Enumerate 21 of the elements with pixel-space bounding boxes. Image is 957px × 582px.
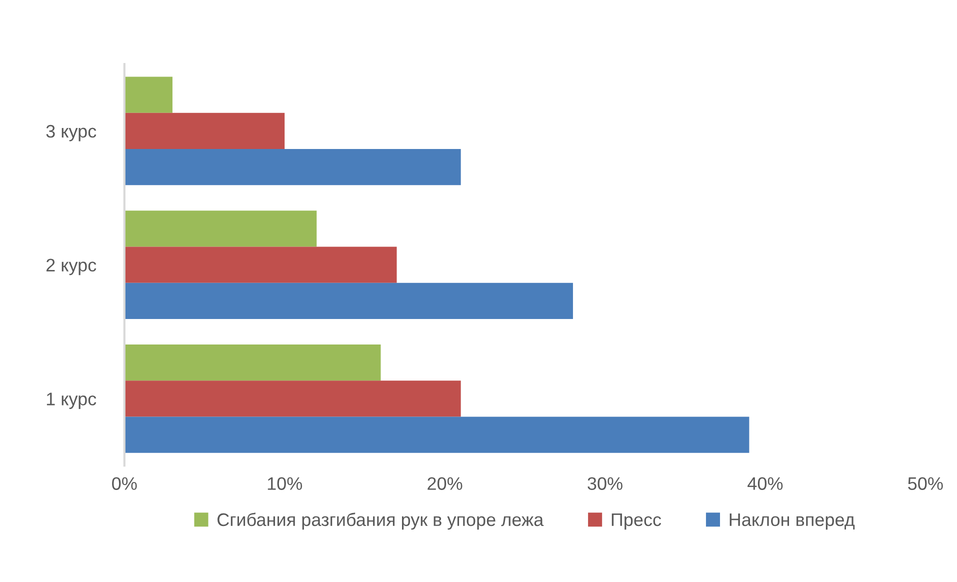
x-tick-label: 30% (588, 477, 622, 490)
x-tick-label: 10% (268, 477, 302, 490)
bar (124, 76, 172, 113)
x-tick-label: 50% (908, 477, 943, 490)
x-tick-label: 0% (112, 477, 137, 490)
bar (124, 344, 381, 381)
y-tick-label: 1 курс (46, 392, 96, 409)
y-tick-label: 3 курс (46, 124, 96, 142)
bar (124, 210, 317, 247)
bar (124, 112, 285, 150)
y-tick-label: 2 курс (46, 258, 96, 276)
legend-label: Сгибания разгибания рук в упоре лежа (218, 512, 544, 530)
bar (124, 380, 461, 417)
x-tick-label: 20% (428, 477, 462, 490)
legend-label: Пресс (612, 514, 662, 530)
bar (124, 246, 397, 283)
legend-label: Наклон вперед (730, 514, 855, 530)
bar (124, 416, 750, 453)
bar (124, 282, 573, 320)
x-tick-label: 40% (748, 477, 783, 490)
bar (124, 149, 461, 186)
